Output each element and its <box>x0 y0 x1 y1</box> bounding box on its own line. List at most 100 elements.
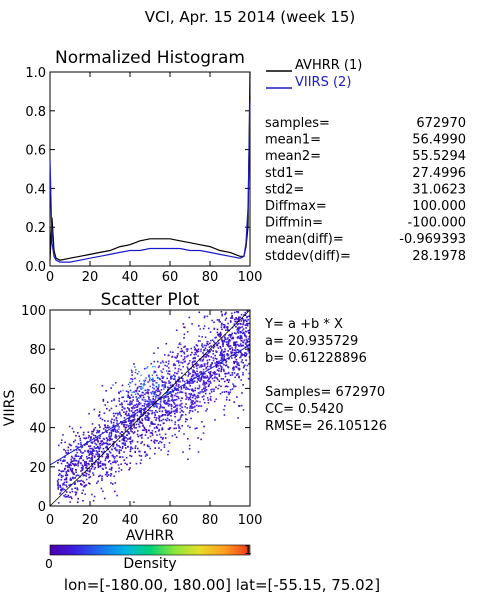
scatter-point <box>230 334 233 336</box>
scatter-point <box>240 354 242 356</box>
scatter-point <box>161 438 164 440</box>
scatter-point <box>234 347 237 349</box>
scatter-point <box>108 450 111 453</box>
scatter-point-dense <box>134 371 137 374</box>
scatter-point <box>239 322 241 325</box>
scatter-point <box>203 365 206 367</box>
scatter-point <box>170 415 172 417</box>
annotation-line: b= 0.61228896 <box>265 351 367 366</box>
scatter-point <box>97 430 99 433</box>
scatter-point <box>138 421 141 424</box>
scatter-point <box>91 456 93 459</box>
scatter-point <box>74 455 77 457</box>
scatter-point <box>201 421 203 423</box>
scatter-point-dense <box>138 397 141 399</box>
scatter-point <box>129 420 131 422</box>
scatter-point <box>98 450 101 452</box>
scatter-point <box>131 430 133 433</box>
scatter-point <box>245 336 248 338</box>
scatter-point <box>126 414 128 417</box>
scatter-point <box>134 383 137 386</box>
scatter-point <box>154 423 156 425</box>
scatter-point <box>236 363 239 366</box>
scatter-point <box>140 411 143 414</box>
scatter-point <box>203 425 205 428</box>
scatter-point <box>164 354 166 356</box>
scatter-point <box>105 456 108 458</box>
scatter-point <box>227 385 229 388</box>
scatter-point <box>247 332 250 334</box>
scatter-point <box>155 394 157 396</box>
scatter-point <box>189 385 191 387</box>
scatter-point <box>69 483 72 486</box>
scatter-point <box>204 375 206 378</box>
scatter-point <box>89 469 91 472</box>
scatter-point <box>163 422 165 424</box>
scatter-point <box>204 383 206 385</box>
scatter-point <box>140 383 142 385</box>
scatter-point <box>88 457 90 459</box>
scatter-point <box>116 445 119 447</box>
scatter-point <box>145 403 148 406</box>
scatter-point <box>195 374 198 377</box>
scatter-point <box>64 450 67 452</box>
scatter-point <box>158 390 161 393</box>
scatter-point <box>131 439 134 442</box>
scatter-point <box>152 390 154 393</box>
scatter-point <box>163 414 165 416</box>
scatter-point <box>243 354 246 357</box>
scatter-point <box>245 352 247 354</box>
scatter-point <box>95 439 98 441</box>
scatter-point <box>185 348 188 350</box>
scatter-point <box>179 403 182 406</box>
scatter-point <box>151 411 154 414</box>
scatter-point <box>189 407 191 409</box>
scatter-point-dense <box>166 370 168 372</box>
scatter-point <box>136 441 139 443</box>
scatter-point <box>198 311 201 314</box>
scatter-point <box>209 376 211 379</box>
scatter-point <box>99 460 102 463</box>
scatter-point <box>92 434 95 436</box>
scatter-point <box>224 375 227 378</box>
scatter-point <box>185 388 187 390</box>
scatter-y-tick-label: 0 <box>38 500 46 515</box>
scatter-point <box>227 341 230 344</box>
stat-label: Diffmin= <box>265 216 323 231</box>
histogram-line-viirs <box>49 101 251 263</box>
histogram-x-tick-label: 100 <box>238 270 263 285</box>
scatter-point <box>157 389 160 391</box>
scatter-point <box>179 407 182 410</box>
scatter-point <box>167 362 170 365</box>
scatter-point <box>147 403 149 405</box>
scatter-point <box>241 359 243 361</box>
scatter-point <box>224 337 226 339</box>
scatter-point <box>169 391 172 393</box>
scatter-point <box>70 458 72 461</box>
scatter-point <box>98 465 100 468</box>
legend-label-avhrr: AVHRR (1) <box>295 58 362 73</box>
scatter-point <box>130 378 132 380</box>
scatter-point <box>151 429 154 432</box>
scatter-point <box>118 392 120 395</box>
scatter-point <box>214 354 216 357</box>
scatter-point <box>130 455 133 458</box>
scatter-point <box>237 332 240 334</box>
scatter-point <box>187 354 189 357</box>
scatter-point <box>97 453 100 455</box>
scatter-point <box>174 367 177 370</box>
scatter-point <box>91 450 93 453</box>
scatter-point <box>210 356 212 358</box>
scatter-point <box>75 493 77 495</box>
scatter-point <box>218 367 220 370</box>
scatter-point <box>240 404 243 407</box>
scatter-point <box>207 402 210 404</box>
scatter-point <box>187 438 189 440</box>
scatter-point <box>148 429 151 432</box>
scatter-point <box>113 457 116 460</box>
scatter-point <box>78 435 80 438</box>
scatter-point <box>147 437 149 439</box>
scatter-point <box>68 496 71 499</box>
scatter-point <box>168 419 171 422</box>
scatter-point <box>131 374 133 376</box>
